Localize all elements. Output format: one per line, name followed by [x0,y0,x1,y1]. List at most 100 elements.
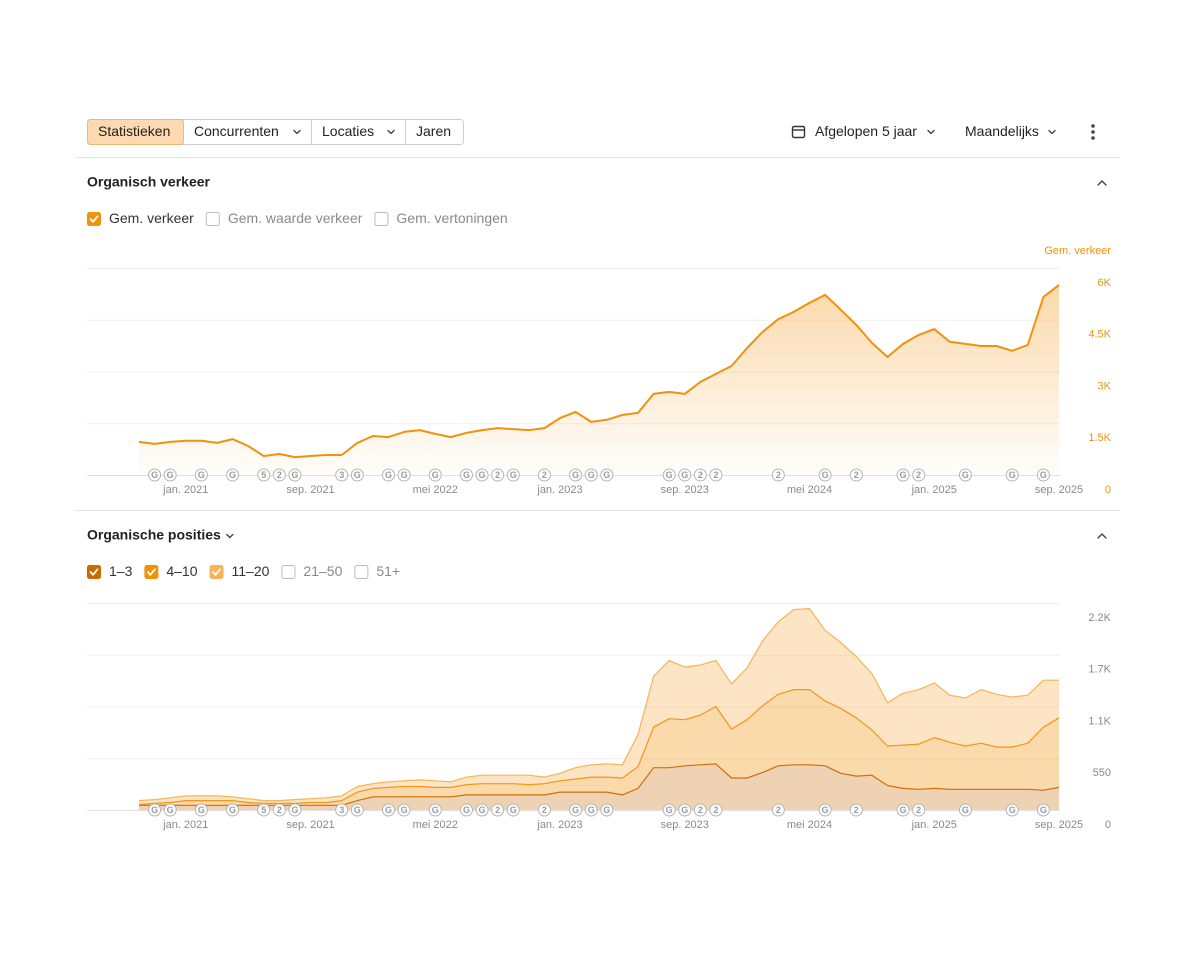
checkbox[interactable] [281,565,296,579]
event-marker[interactable] [381,803,395,817]
legend-label[interactable]: 51+ [376,563,400,579]
tab[interactable]: Concurrenten [194,123,279,139]
event-marker[interactable] [896,468,910,482]
checkbox[interactable] [87,212,101,226]
event-marker[interactable] [771,803,785,817]
checkbox[interactable] [209,565,224,579]
event-marker[interactable] [475,468,489,482]
event-marker[interactable] [272,803,286,817]
event-marker[interactable] [1005,468,1019,482]
event-marker[interactable] [163,468,177,482]
tab[interactable]: Jaren [416,123,451,139]
checkbox[interactable] [144,565,159,579]
event-marker[interactable] [912,468,926,482]
event-marker[interactable] [148,803,162,817]
event-marker[interactable] [896,803,910,817]
event-marker[interactable] [600,468,614,482]
event-marker[interactable] [194,468,208,482]
event-marker[interactable] [662,803,676,817]
interval-chevron[interactable] [1048,129,1056,135]
event-marker[interactable] [506,468,520,482]
event-marker-label: G [463,470,470,480]
event-marker[interactable] [849,468,863,482]
event-marker[interactable] [148,468,162,482]
event-marker[interactable] [272,468,286,482]
event-marker-label: G [822,805,829,815]
event-marker[interactable] [1036,803,1050,817]
event-marker[interactable] [288,803,302,817]
event-marker[interactable] [491,803,505,817]
event-marker[interactable] [381,468,395,482]
event-marker[interactable] [537,468,551,482]
event-marker[interactable] [459,803,473,817]
event-marker[interactable] [1005,803,1019,817]
event-marker[interactable] [350,803,364,817]
event-marker[interactable] [506,803,520,817]
event-marker[interactable] [1036,468,1050,482]
event-marker[interactable] [335,803,349,817]
event-marker[interactable] [226,803,240,817]
event-marker[interactable] [958,468,972,482]
event-marker[interactable] [569,803,583,817]
event-marker[interactable] [459,468,473,482]
event-marker[interactable] [584,803,598,817]
title-chevron[interactable] [226,533,234,539]
event-marker[interactable] [288,468,302,482]
event-marker[interactable] [537,803,551,817]
event-marker[interactable] [849,803,863,817]
event-marker[interactable] [397,803,411,817]
event-marker[interactable] [818,803,832,817]
event-marker[interactable] [912,803,926,817]
event-marker[interactable] [693,468,707,482]
event-marker[interactable] [709,803,723,817]
event-marker[interactable] [584,468,598,482]
event-marker[interactable] [709,468,723,482]
event-marker[interactable] [818,468,832,482]
event-marker[interactable] [771,468,785,482]
event-marker-label: G [681,805,688,815]
legend-label[interactable]: 1–3 [109,563,133,579]
tab-active[interactable] [87,119,184,145]
event-marker[interactable] [678,468,692,482]
event-marker[interactable] [335,468,349,482]
event-marker[interactable] [257,468,271,482]
event-marker[interactable] [428,803,442,817]
legend-label[interactable]: Gem. verkeer [109,210,194,226]
event-marker[interactable] [600,803,614,817]
event-marker[interactable] [397,468,411,482]
legend-label[interactable]: 11–20 [232,563,270,579]
legend-label[interactable]: 21–50 [303,563,342,579]
collapse-toggle[interactable] [1097,180,1107,186]
more-menu[interactable] [1091,136,1095,140]
event-marker[interactable] [226,468,240,482]
event-marker[interactable] [428,468,442,482]
tab-chevron[interactable] [293,129,301,135]
checkbox[interactable] [354,565,369,579]
event-marker[interactable] [194,803,208,817]
checkbox[interactable] [87,565,101,579]
event-marker[interactable] [163,803,177,817]
tab[interactable]: Locaties [322,123,374,139]
checkbox[interactable] [205,212,220,226]
event-marker[interactable] [350,468,364,482]
event-marker[interactable] [693,803,707,817]
tab-chevron[interactable] [387,129,395,135]
more-menu[interactable] [1091,130,1095,134]
collapse-toggle[interactable] [1097,533,1107,539]
event-marker[interactable] [569,468,583,482]
event-marker[interactable] [475,803,489,817]
event-marker[interactable] [678,803,692,817]
more-menu[interactable] [1091,124,1095,128]
event-marker[interactable] [958,803,972,817]
legend-label[interactable]: Gem. vertoningen [396,210,507,226]
legend-label[interactable]: Gem. waarde verkeer [228,210,363,226]
tab[interactable]: Statistieken [98,123,170,139]
event-marker[interactable] [662,468,676,482]
checkbox[interactable] [374,212,389,226]
legend-label[interactable]: 4–10 [166,563,197,579]
event-marker[interactable] [257,803,271,817]
interval-select[interactable]: Maandelijks [965,123,1039,139]
period-select[interactable]: Afgelopen 5 jaar [815,123,917,139]
event-marker[interactable] [491,468,505,482]
period-chevron[interactable] [927,129,935,135]
